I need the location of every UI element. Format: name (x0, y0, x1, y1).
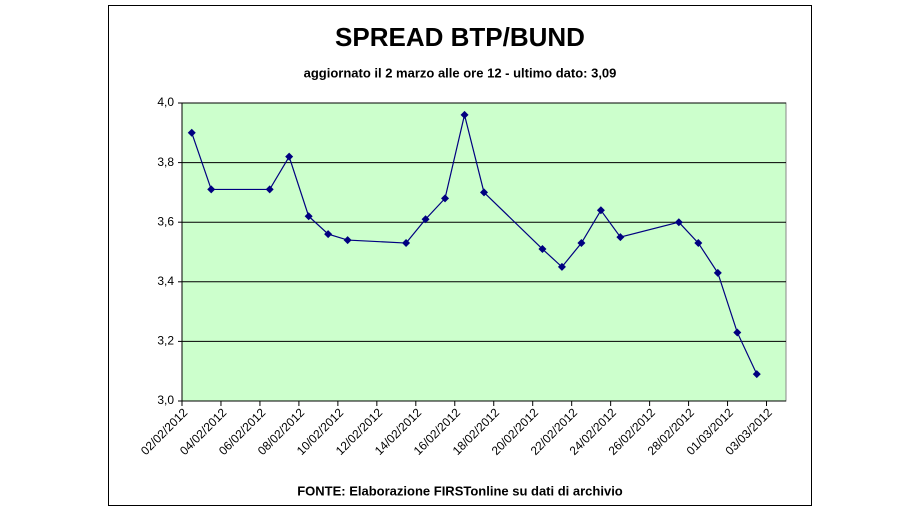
data-point (285, 152, 294, 161)
data-point (674, 218, 683, 227)
y-tick-label: 3,2 (157, 334, 174, 348)
series-line (191, 114, 758, 375)
data-point (265, 185, 274, 194)
data-point (616, 233, 625, 242)
data-point (752, 370, 761, 379)
y-tick-label: 3,6 (157, 214, 174, 228)
data-point (480, 188, 488, 197)
data-point (187, 128, 196, 137)
data-point (324, 230, 333, 239)
y-tick-label: 4,0 (157, 95, 174, 109)
data-point (557, 262, 566, 271)
chart-title: SPREAD BTP/BUND (335, 22, 585, 52)
data-point (207, 185, 216, 194)
source-note: FONTE: Elaborazione FIRSTonline su dati … (297, 483, 623, 498)
chart-subtitle: aggiornato il 2 marzo alle ore 12 - ulti… (304, 65, 617, 80)
data-point (421, 215, 430, 224)
data-point (577, 239, 586, 248)
data-point (713, 268, 722, 277)
data-point (596, 206, 605, 215)
y-tick-label: 3,4 (157, 274, 174, 288)
data-point (733, 328, 742, 337)
data-point (343, 236, 352, 245)
data-point (402, 239, 411, 248)
data-point (441, 194, 450, 203)
data-point (304, 212, 313, 221)
data-point (694, 239, 703, 248)
data-point (460, 110, 469, 119)
plot-area (181, 102, 787, 402)
y-tick-label: 3,0 (157, 393, 174, 407)
y-tick-label: 3,8 (157, 155, 174, 169)
data-point (538, 245, 547, 254)
